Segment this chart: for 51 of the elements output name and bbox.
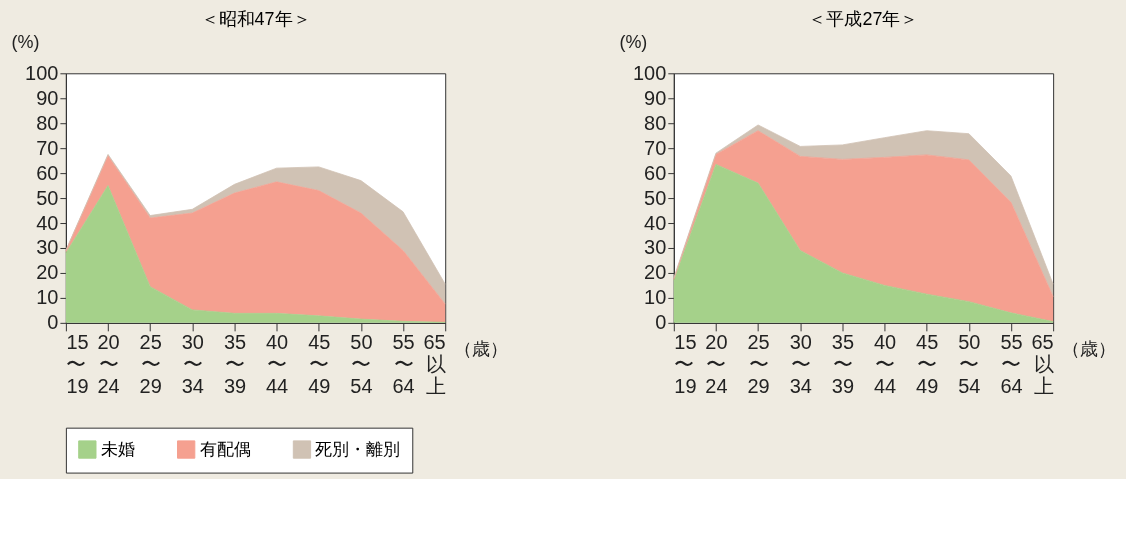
x-tick-label: 50 〜 54 <box>958 331 981 398</box>
y-tick-label: 100 <box>25 61 59 84</box>
x-tick-label: 35 〜 39 <box>223 331 247 398</box>
legend-label: 死別・離別 <box>315 439 401 459</box>
y-tick-label: 30 <box>644 236 667 259</box>
y-tick-label: 0 <box>655 311 667 334</box>
x-axis-title: （歳） <box>453 339 508 360</box>
y-tick-label: 40 <box>644 211 667 234</box>
chart-title: ＜昭和47年＞ <box>200 9 311 30</box>
y-tick-label: 20 <box>644 261 667 284</box>
x-axis-title: （歳） <box>1061 339 1116 360</box>
x-tick-label: 65 以上 <box>1031 331 1054 398</box>
y-tick-label: 80 <box>36 111 59 134</box>
y-tick-label: 10 <box>644 286 667 309</box>
x-tick-label: 55 〜 64 <box>392 331 415 398</box>
x-tick-label: 40 〜 44 <box>266 331 289 398</box>
y-tick-label: 0 <box>47 311 59 334</box>
x-tick-label: 20 〜 24 <box>705 331 728 398</box>
y-tick-label: 70 <box>644 136 667 159</box>
x-tick-label: 50 〜 54 <box>350 331 373 398</box>
y-tick-label: 20 <box>36 261 59 284</box>
x-tick-label: 30 〜 34 <box>789 331 812 398</box>
y-tick-label: 90 <box>36 86 59 109</box>
x-tick-label: 45 〜 49 <box>916 331 939 398</box>
y-tick-label: 50 <box>644 186 667 209</box>
y-tick-label: 80 <box>644 111 667 134</box>
y-tick-label: 10 <box>36 286 59 309</box>
x-tick-label: 35 〜 39 <box>831 331 854 398</box>
x-tick-label: 40 〜 44 <box>873 331 897 398</box>
x-tick-label: 25 〜 29 <box>747 331 770 398</box>
legend-label: 未婚 <box>100 439 135 459</box>
x-tick-label: 25 〜 29 <box>139 331 162 398</box>
legend-label: 有配偶 <box>199 439 251 459</box>
y-tick-label: 40 <box>36 211 59 234</box>
x-tick-label: 30 〜 34 <box>181 331 204 398</box>
x-tick-label: 45 〜 49 <box>308 331 331 398</box>
y-tick-label: 60 <box>644 161 667 184</box>
y-tick-label: 90 <box>644 86 667 109</box>
y-tick-label: 30 <box>36 236 59 259</box>
y-tick-label: 60 <box>36 161 59 184</box>
x-tick-label: 55 〜 64 <box>1000 331 1023 398</box>
y-tick-label: 70 <box>36 136 59 159</box>
x-tick-label: 20 〜 24 <box>97 331 120 398</box>
y-tick-label: 100 <box>633 61 667 84</box>
y-tick-label: 50 <box>36 186 59 209</box>
x-tick-label: 65 以上 <box>423 331 446 398</box>
x-tick-label: 15 〜 19 <box>674 331 697 398</box>
y-axis-title: (%) <box>11 31 40 52</box>
x-tick-label: 15 〜 19 <box>66 331 89 398</box>
chart-title: ＜平成27年＞ <box>808 9 919 30</box>
y-axis-title: (%) <box>619 31 648 52</box>
